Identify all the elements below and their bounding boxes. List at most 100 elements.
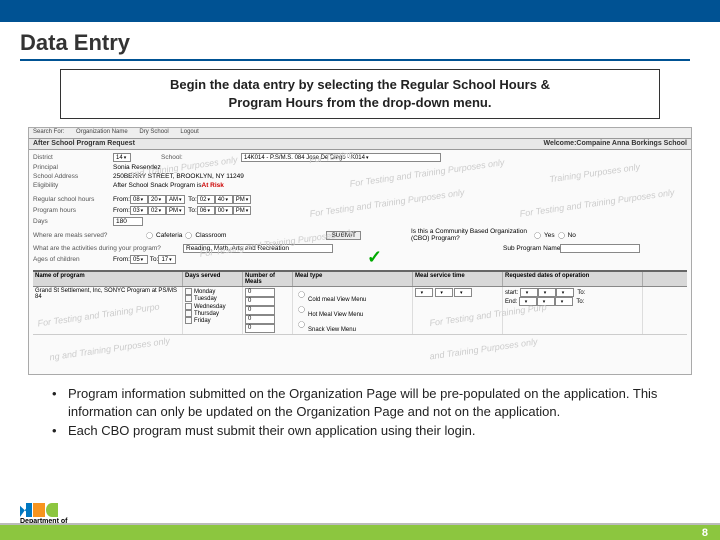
lbl-to2: To: <box>188 207 197 214</box>
lbl-elig: Eligibility <box>33 182 113 189</box>
logo-y-icon <box>33 503 45 517</box>
slide-topbar <box>0 0 720 22</box>
lbl-rsh: Regular school hours <box>33 196 113 203</box>
txt-sub[interactable] <box>560 244 640 253</box>
lbl-what: What are the activities during your prog… <box>33 245 183 252</box>
chk-wed[interactable] <box>185 303 192 310</box>
sel-ph-m2[interactable]: 00 <box>215 206 233 215</box>
radio-yes[interactable] <box>534 232 541 239</box>
logo-c-icon <box>46 503 58 517</box>
hdr-right: Welcome:Compaine Anna Borkings School <box>543 140 687 148</box>
radio-cold[interactable] <box>298 292 305 299</box>
radio-snack[interactable] <box>298 322 305 329</box>
app-body: For Testing and Training Purposes only F… <box>29 150 691 374</box>
hdr-left: After School Program Request <box>33 140 135 148</box>
nav-org[interactable]: Organization Name <box>76 129 128 135</box>
sel-at[interactable]: 17 <box>158 255 176 264</box>
nav-search: Search For: <box>33 129 64 135</box>
slide-title: Data Entry <box>20 30 720 56</box>
lbl-district: District <box>33 154 113 161</box>
sel-school[interactable]: 14K014 - P.S/M.S. 084 Jose De Diego - K0… <box>241 153 441 162</box>
lbl-cafe: Cafeteria <box>156 232 182 239</box>
sel-ph-h1[interactable]: 03 <box>130 206 148 215</box>
lbl-school: School: <box>161 154 241 161</box>
lbl-addr: School Address <box>33 173 113 180</box>
td-prog: Grand St Settlement, Inc, SONYC Program … <box>33 287 183 334</box>
td-type: Cold meal View Menu Hot Meal View Menu S… <box>293 287 413 334</box>
val-elig: After School Snack Program is <box>113 182 202 189</box>
lbl-cbo: Is this a Community Based Organization (… <box>411 228 531 242</box>
watermark: and Training Purposes only <box>429 337 538 362</box>
radio-classroom[interactable] <box>186 232 193 239</box>
chk-fri[interactable] <box>185 317 192 324</box>
lbl-af: From: <box>113 256 130 263</box>
sel-af[interactable]: 05 <box>130 255 148 264</box>
sel-ph-m1[interactable]: 02 <box>148 206 166 215</box>
instr-bold-1: Regular School Hours & <box>400 77 550 92</box>
th-time: Meal service time <box>413 272 503 286</box>
logo-n-icon <box>20 503 32 517</box>
lbl-from2: From: <box>113 207 130 214</box>
td-time <box>413 287 503 334</box>
lbl-class: Classroom <box>195 232 226 239</box>
sel-ph-a2[interactable]: PM <box>233 206 252 215</box>
instr-text-1: Begin the data entry by selecting the <box>170 77 400 92</box>
bullet-2: Each CBO program must submit their own a… <box>44 422 680 440</box>
instruction-box: Begin the data entry by selecting the Re… <box>60 69 660 119</box>
lbl-yes: Yes <box>544 232 555 239</box>
radio-hot[interactable] <box>298 307 305 314</box>
bullet-list: Program information submitted on the Org… <box>44 385 680 440</box>
lbl-where: Where are meals served? <box>33 232 143 239</box>
program-table: Name of program Days served Number of Me… <box>33 270 687 335</box>
chk-tue[interactable] <box>185 295 192 302</box>
sel-rsh-h2[interactable]: 02 <box>197 195 215 204</box>
app-screenshot: Search For: Organization Name Dry School… <box>28 127 692 375</box>
sel-rsh-m2[interactable]: 40 <box>215 195 233 204</box>
instr-text-2: from the drop-down menu. <box>323 95 491 110</box>
lbl-sub: Sub Program Name <box>503 245 560 252</box>
bottombar: 8 <box>0 525 720 540</box>
sel-rsh-a1[interactable]: AM <box>166 195 185 204</box>
th-type: Meal type <box>293 272 413 286</box>
nav-logout[interactable]: Logout <box>180 129 198 135</box>
th-num: Number of Meals <box>243 272 293 286</box>
th-days: Days served <box>183 272 243 286</box>
instr-bold-2: Program Hours <box>229 95 324 110</box>
lbl-ph: Program hours <box>33 207 113 214</box>
th-dates: Requested dates of operation <box>503 272 643 286</box>
lbl-at: To: <box>150 256 159 263</box>
sel-rsh-m1[interactable]: 20 <box>148 195 166 204</box>
radio-cafeteria[interactable] <box>146 232 153 239</box>
footer: Department of Education 8 <box>0 496 720 540</box>
td-num: 00000 <box>243 287 293 334</box>
txt-days[interactable]: 180 <box>113 217 143 226</box>
lbl-principal: Principal <box>33 164 113 171</box>
radio-no[interactable] <box>558 232 565 239</box>
submit-button[interactable]: SUBMIT <box>326 231 361 240</box>
lbl-ages: Ages of children <box>33 256 113 263</box>
val-principal: Sonia Resendez <box>113 164 161 171</box>
lbl-to: To: <box>188 196 197 203</box>
chk-thu[interactable] <box>185 310 192 317</box>
val-elig-risk: At Risk <box>202 182 224 189</box>
sel-ph-a1[interactable]: PM <box>166 206 185 215</box>
td-days: Monday Tuesday Wednesday Thursday Friday <box>183 287 243 334</box>
td-dates: start: To: End: To: <box>503 287 643 334</box>
txt-what[interactable]: Reading, Math, Arts and Recreation <box>183 244 333 253</box>
th-name: Name of program <box>33 272 183 286</box>
lbl-days: Days <box>33 218 113 225</box>
val-addr: 250BERRY STREET, BROOKLYN, NY 11249 <box>113 173 244 180</box>
chk-mon[interactable] <box>185 288 192 295</box>
sel-rsh-a2[interactable]: PM <box>233 195 252 204</box>
page-number: 8 <box>702 527 708 539</box>
sel-ph-h2[interactable]: 06 <box>197 206 215 215</box>
nav-hrs[interactable]: Dry School <box>139 129 168 135</box>
sel-district[interactable]: 14 <box>113 153 131 162</box>
watermark: ng and Training Purposes only <box>49 336 171 363</box>
bullet-1: Program information submitted on the Org… <box>44 385 680 420</box>
app-nav: Search For: Organization Name Dry School… <box>29 128 691 139</box>
green-checkmark-icon: ✓ <box>367 247 382 268</box>
title-underline <box>20 59 690 61</box>
sel-rsh-h1[interactable]: 08 <box>130 195 148 204</box>
lbl-no: No <box>568 232 576 239</box>
